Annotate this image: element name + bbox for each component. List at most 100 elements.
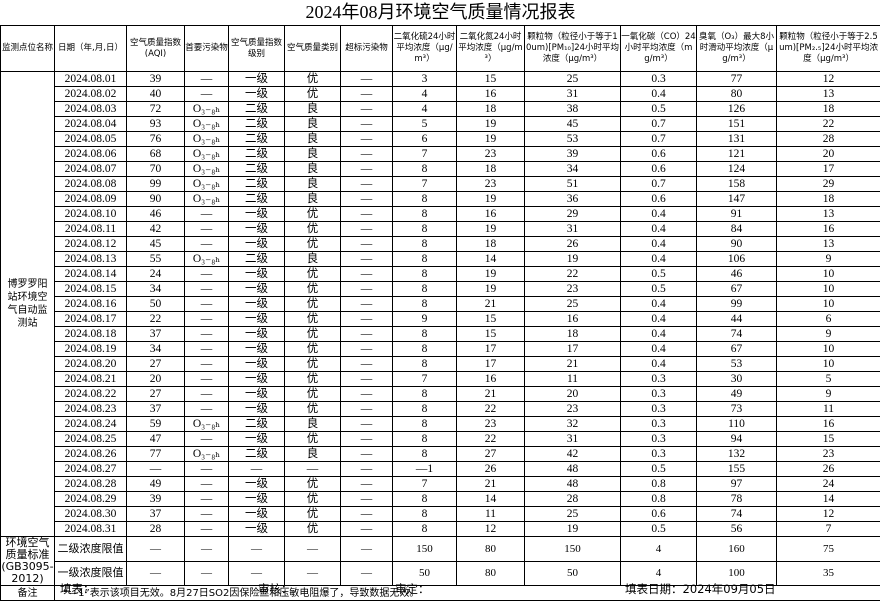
value: 22 (457, 432, 525, 447)
value: — (341, 147, 393, 162)
header-row: 监测点位名称日期（年,月,日）空气质量指数(AQI)首要污染物空气质量指数级别空… (1, 26, 880, 72)
value: 一级 (229, 327, 285, 342)
value: — (341, 207, 393, 222)
date: 2024.08.06 (55, 147, 127, 162)
value: O₃₋₈ₕ (185, 102, 229, 117)
value: 优 (285, 222, 341, 237)
value: 23 (457, 417, 525, 432)
value: — (185, 402, 229, 417)
value: 一级 (229, 507, 285, 522)
value: 22 (525, 267, 621, 282)
date: 2024.08.31 (55, 522, 127, 537)
value: — (341, 492, 393, 507)
value: 8 (393, 447, 457, 462)
value: — (341, 267, 393, 282)
value: — (341, 507, 393, 522)
value: 0.4 (621, 342, 697, 357)
value: 48 (525, 462, 621, 477)
date: 2024.08.01 (55, 72, 127, 87)
value: 一级 (229, 477, 285, 492)
limit-value: — (185, 537, 229, 562)
value: 70 (127, 162, 185, 177)
date: 2024.08.11 (55, 222, 127, 237)
value: O₃₋₈ₕ (185, 117, 229, 132)
value: 0.3 (621, 72, 697, 87)
value: 8 (393, 222, 457, 237)
value: — (341, 177, 393, 192)
value: — (341, 327, 393, 342)
value: 99 (697, 297, 777, 312)
value: 0.4 (621, 222, 697, 237)
value: 0.8 (621, 477, 697, 492)
value: 29 (525, 207, 621, 222)
value: 84 (697, 222, 777, 237)
limit-value: — (341, 537, 393, 562)
date: 2024.08.29 (55, 492, 127, 507)
date: 2024.08.07 (55, 162, 127, 177)
value: 0.6 (621, 192, 697, 207)
value: 28 (777, 132, 880, 147)
value: — (185, 432, 229, 447)
value: 155 (697, 462, 777, 477)
value: 一级 (229, 432, 285, 447)
value: 0.6 (621, 162, 697, 177)
value: 76 (127, 132, 185, 147)
value: 0.7 (621, 177, 697, 192)
value: O₃₋₈ₕ (185, 177, 229, 192)
date: 2024.08.22 (55, 387, 127, 402)
value: 53 (525, 132, 621, 147)
value: 25 (525, 507, 621, 522)
value: 34 (127, 342, 185, 357)
value: 21 (525, 357, 621, 372)
value: 10 (777, 282, 880, 297)
value: 0.3 (621, 447, 697, 462)
value: 48 (525, 477, 621, 492)
value: 二级 (229, 117, 285, 132)
value: 3 (393, 72, 457, 87)
value: 49 (127, 477, 185, 492)
value: 18 (457, 162, 525, 177)
value: 良 (285, 177, 341, 192)
value: 14 (457, 252, 525, 267)
value: — (185, 492, 229, 507)
value: 18 (777, 102, 880, 117)
value: 7 (393, 372, 457, 387)
value: 13 (777, 87, 880, 102)
value: 8 (393, 357, 457, 372)
value: 19 (457, 132, 525, 147)
value: O₃₋₈ₕ (185, 132, 229, 147)
value: 良 (285, 117, 341, 132)
limit-value: 4 (621, 537, 697, 562)
value: 47 (127, 432, 185, 447)
value: 131 (697, 132, 777, 147)
value: 8 (393, 207, 457, 222)
value: 0.4 (621, 237, 697, 252)
date: 2024.08.25 (55, 432, 127, 447)
value: 8 (393, 162, 457, 177)
value: 一级 (229, 372, 285, 387)
value: 7 (777, 522, 880, 537)
value: 二级 (229, 102, 285, 117)
value: 二级 (229, 252, 285, 267)
value: 34 (127, 282, 185, 297)
value: 7 (393, 177, 457, 192)
date: 2024.08.12 (55, 237, 127, 252)
value: 优 (285, 327, 341, 342)
value: 28 (525, 492, 621, 507)
value: 8 (393, 417, 457, 432)
value: 优 (285, 267, 341, 282)
value: 良 (285, 132, 341, 147)
value: 0.4 (621, 312, 697, 327)
value: 11 (525, 372, 621, 387)
value: 0.4 (621, 87, 697, 102)
title: 2024年08月环境空气质量情况报表 (1, 0, 880, 26)
value: 27 (127, 387, 185, 402)
value: 23 (777, 447, 880, 462)
value: — (341, 402, 393, 417)
